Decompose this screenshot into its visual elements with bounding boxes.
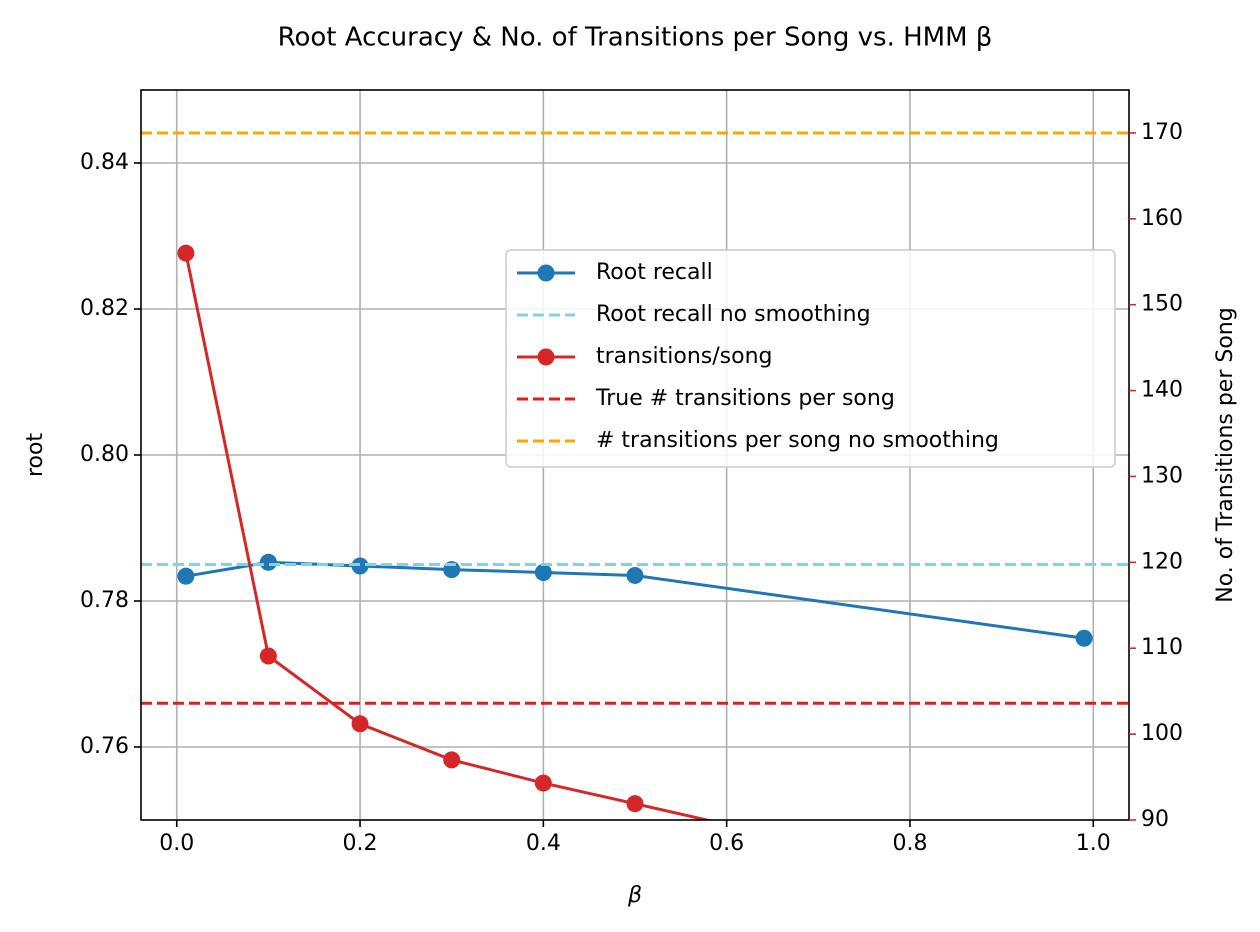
y-tick-label: 0.82	[80, 296, 129, 321]
point	[177, 244, 195, 262]
plot-area	[141, 131, 1129, 914]
y-tick-label: 0.78	[80, 588, 129, 613]
legend-label: Root recall	[596, 260, 713, 285]
y2-tick-label: 120	[1141, 549, 1183, 574]
y2-tick-label: 130	[1141, 463, 1183, 488]
y2-tick-label: 160	[1141, 206, 1183, 231]
y-tick-label: 0.80	[80, 442, 129, 467]
point	[259, 553, 277, 571]
y-tick-label: 0.76	[80, 734, 129, 759]
point	[177, 567, 195, 585]
legend-marker	[537, 264, 555, 282]
x-tick-label: 0.6	[709, 831, 744, 856]
y-tick-label: 0.84	[80, 150, 129, 175]
point	[259, 647, 277, 665]
point	[626, 566, 644, 584]
x-tick-label: 0.0	[159, 831, 194, 856]
x-axis-label: β	[627, 883, 642, 908]
legend-label: # transitions per song no smoothing	[596, 428, 999, 453]
y-axis-label: root	[23, 433, 48, 477]
chart-title: Root Accuracy & No. of Transitions per S…	[278, 23, 993, 53]
x-tick-label: 0.2	[343, 831, 378, 856]
y2-tick-label: 150	[1141, 292, 1183, 317]
y2-tick-label: 100	[1141, 721, 1183, 746]
legend-label: Root recall no smoothing	[596, 302, 871, 327]
point	[534, 774, 552, 792]
point	[626, 795, 644, 813]
point	[1076, 897, 1093, 914]
y2-axis-label: No. of Transitions per Song	[1213, 307, 1238, 602]
legend-label: transitions/song	[596, 344, 773, 369]
point	[1075, 629, 1093, 647]
y2-tick-label: 170	[1141, 120, 1183, 145]
legend-label: True # transitions per song	[595, 386, 895, 411]
point	[351, 715, 369, 733]
legend: Root recall Root recall no smoothing trans…	[505, 249, 1116, 468]
point	[534, 564, 552, 582]
point	[351, 557, 369, 575]
y2-tick-label: 140	[1141, 378, 1183, 403]
y2-tick-label: 90	[1141, 807, 1169, 832]
point	[443, 751, 461, 769]
y2-tick-label: 110	[1141, 635, 1183, 660]
x-tick-label: 0.4	[526, 831, 561, 856]
legend-marker	[537, 348, 555, 366]
legend-box	[505, 249, 1116, 468]
x-tick-label: 0.8	[892, 831, 927, 856]
x-tick-label: 1.0	[1076, 831, 1111, 856]
